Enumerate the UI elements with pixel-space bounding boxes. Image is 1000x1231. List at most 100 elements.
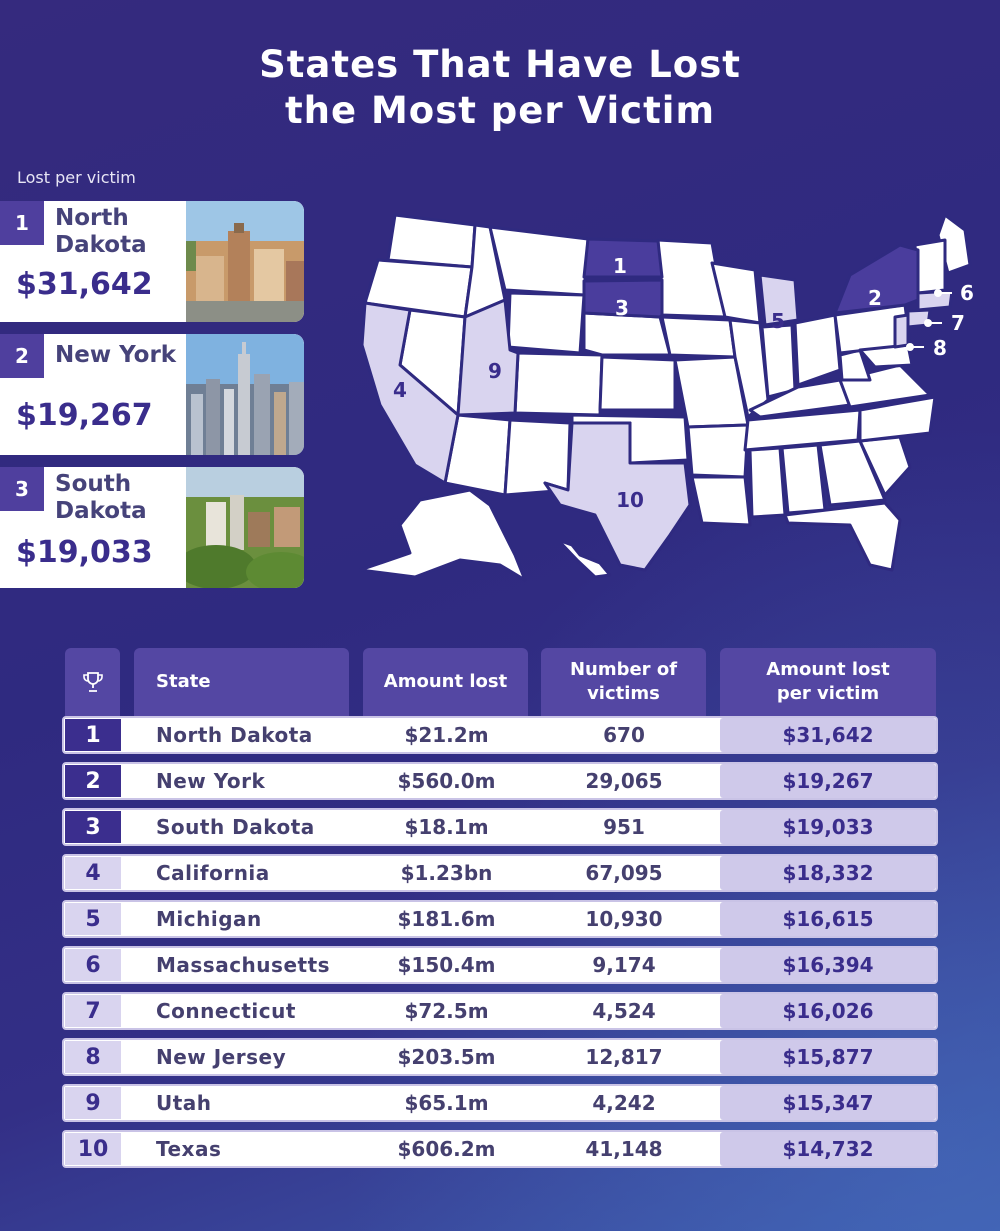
map-state-mississippi: [748, 446, 787, 519]
map-state-north-carolina: [858, 395, 937, 443]
row-victims: 670: [603, 723, 645, 747]
callout-dot-7: [924, 319, 932, 327]
map-state-colorado: [513, 351, 604, 417]
row-rank: 6: [65, 949, 121, 981]
row-amount-lost: $560.0m: [397, 769, 496, 793]
card-name-line2: Dakota: [55, 498, 147, 524]
top-card-north-dakota: 1 North Dakota $31,642: [0, 201, 304, 322]
map-state-iowa: [660, 315, 737, 359]
card-state-name: North Dakota: [55, 205, 185, 259]
map-state-new-jersey: [893, 313, 910, 349]
map-label-2: 2: [868, 286, 882, 310]
map-state-south-dakota: [582, 278, 664, 319]
row-rank: 10: [65, 1133, 121, 1165]
row-per-victim: $16,026: [720, 994, 936, 1028]
map-label-3: 3: [615, 296, 629, 320]
row-amount-lost: $203.5m: [397, 1045, 496, 1069]
row-victims: 4,242: [592, 1091, 656, 1115]
row-amount-lost: $21.2m: [404, 723, 489, 747]
row-victims: 67,095: [585, 861, 663, 885]
header-victims-line2: victims: [587, 683, 660, 704]
map-label-8: 8: [933, 336, 947, 360]
map-state-wyoming: [506, 291, 586, 355]
map-state-alabama: [780, 443, 827, 515]
row-amount-lost: $18.1m: [404, 815, 489, 839]
row-rank: 8: [65, 1041, 121, 1073]
city-photo-north-dakota: [186, 201, 304, 322]
card-name-line1: New York: [55, 342, 177, 368]
table-row: 7 Connecticut $72.5m 4,524 $16,026: [62, 992, 938, 1030]
row-per-victim: $15,877: [720, 1040, 936, 1074]
map-state-washington: [386, 213, 477, 269]
row-amount-lost: $181.6m: [397, 907, 496, 931]
row-state: Texas: [156, 1137, 222, 1161]
header-state: State: [134, 648, 349, 716]
row-per-victim: $19,033: [720, 810, 936, 844]
row-per-victim: $18,332: [720, 856, 936, 890]
row-amount-lost: $606.2m: [397, 1137, 496, 1161]
map-state-michigan: [758, 273, 800, 327]
city-photo-new-york: [186, 334, 304, 455]
row-state: Connecticut: [156, 999, 296, 1023]
table-row: 4 California $1.23bn 67,095 $18,332: [62, 854, 938, 892]
row-amount-lost: $150.4m: [397, 953, 496, 977]
row-per-victim: $31,642: [720, 718, 936, 752]
row-rank: 7: [65, 995, 121, 1027]
table-row: 2 New York $560.0m 29,065 $19,267: [62, 762, 938, 800]
row-rank: 9: [65, 1087, 121, 1119]
row-amount-lost: $72.5m: [404, 999, 489, 1023]
row-victims: 12,817: [585, 1045, 663, 1069]
card-name-line1: South: [55, 471, 132, 497]
table-row: 8 New Jersey $203.5m 12,817 $15,877: [62, 1038, 938, 1076]
row-victims: 951: [603, 815, 645, 839]
row-victims: 9,174: [592, 953, 656, 977]
map-state-arkansas: [686, 423, 750, 479]
callout-dot-8: [906, 343, 914, 351]
row-amount-lost: $1.23bn: [400, 861, 493, 885]
table-row: 5 Michigan $181.6m 10,930 $16,615: [62, 900, 938, 938]
trophy-icon: [82, 672, 103, 692]
row-amount-lost: $65.1m: [404, 1091, 489, 1115]
card-state-name: New York: [55, 342, 185, 369]
map-state-florida: [783, 501, 902, 572]
row-state: South Dakota: [156, 815, 315, 839]
map-state-alaska: [358, 488, 527, 582]
map-label-4: 4: [393, 378, 407, 402]
table-row: 10 Texas $606.2m 41,148 $14,732: [62, 1130, 938, 1168]
city-photo-south-dakota: [186, 467, 304, 588]
row-state: Massachusetts: [156, 953, 331, 977]
map-state-indiana: [760, 323, 797, 399]
header-victims-line1: Number of: [569, 659, 678, 680]
header-rank: [65, 648, 120, 716]
row-victims: 4,524: [592, 999, 656, 1023]
header-amount-lost-per-victim: Amount lost per victim: [720, 648, 936, 716]
row-state: North Dakota: [156, 723, 313, 747]
card-name-line2: Dakota: [55, 232, 147, 258]
us-map: 1 2 3 4 5 6 7 8 9 10: [358, 213, 974, 582]
row-per-victim: $15,347: [720, 1086, 936, 1120]
map-state-hawaii: [556, 538, 612, 579]
row-state: New York: [156, 769, 266, 793]
header-per-victim-line2: per victim: [776, 683, 880, 704]
row-victims: 29,065: [585, 769, 663, 793]
card-rank: 1: [0, 201, 44, 245]
row-rank: 1: [65, 719, 121, 751]
row-state: Utah: [156, 1091, 212, 1115]
top-card-south-dakota: 3 South Dakota $19,033: [0, 467, 304, 588]
page-title: States That Have Lost the Most per Victi…: [0, 42, 1000, 134]
card-rank: 3: [0, 467, 44, 511]
map-label-10: 10: [616, 488, 644, 512]
table-row: 6 Massachusetts $150.4m 9,174 $16,394: [62, 946, 938, 984]
title-line-1: States That Have Lost: [259, 43, 741, 86]
row-state: Michigan: [156, 907, 262, 931]
card-name-line1: North: [55, 205, 129, 231]
map-state-louisiana: [690, 475, 752, 527]
table-row: 1 North Dakota $21.2m 670 $31,642: [62, 716, 938, 754]
row-rank: 3: [65, 811, 121, 843]
map-label-1: 1: [613, 254, 627, 278]
row-victims: 10,930: [585, 907, 663, 931]
map-label-7: 7: [951, 311, 965, 335]
map-state-montana: [488, 225, 590, 297]
lost-per-victim-label: Lost per victim: [17, 168, 136, 187]
row-rank: 2: [65, 765, 121, 797]
